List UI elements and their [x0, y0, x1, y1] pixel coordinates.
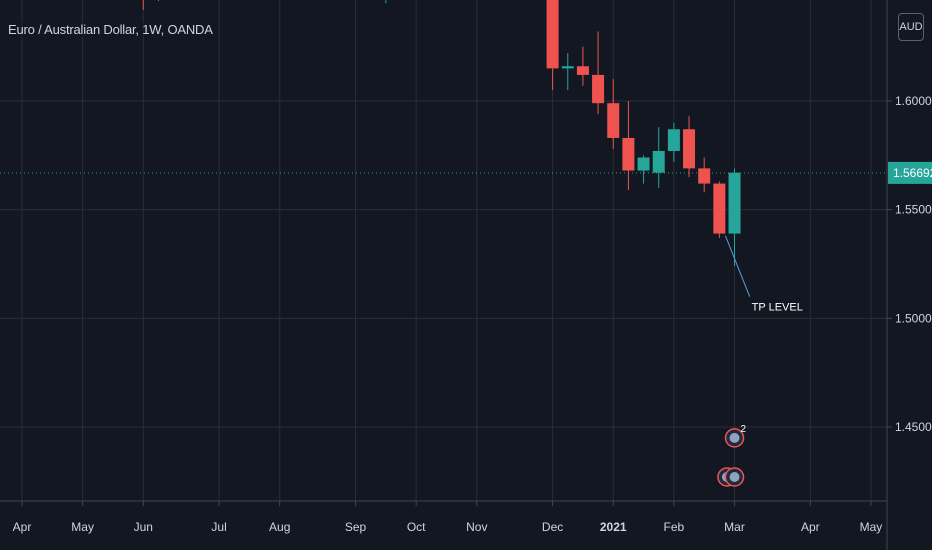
candle-body	[637, 157, 650, 171]
chart-markers[interactable]: 2	[717, 424, 747, 487]
price-badge-label: 1.56692	[893, 166, 932, 180]
annotation-line[interactable]	[724, 235, 751, 297]
candle-body	[728, 172, 741, 234]
candle-up[interactable]	[667, 122, 680, 162]
x-tick-label: Feb	[664, 520, 685, 534]
annotation-label[interactable]: TP LEVEL	[752, 302, 803, 314]
tp-annotation[interactable]: TP LEVEL	[724, 235, 803, 314]
y-tick-label: 1.50000	[895, 311, 932, 325]
x-tick-label: Sep	[345, 520, 367, 534]
candle-down[interactable]	[576, 46, 589, 86]
candle-up[interactable]	[728, 168, 741, 267]
x-tick-label: Aug	[269, 520, 290, 534]
x-tick-label: 2021	[600, 520, 627, 534]
candle-body	[652, 150, 665, 173]
candle-body	[713, 183, 726, 234]
candle-body	[667, 129, 680, 151]
x-tick-label: Oct	[407, 520, 426, 534]
candle-down[interactable]	[607, 79, 620, 149]
idea-marker[interactable]: 2	[724, 424, 747, 448]
candle-down[interactable]	[622, 101, 635, 191]
x-tick-label: Jul	[211, 520, 226, 534]
candle-body	[561, 66, 574, 69]
candle-body	[683, 129, 696, 169]
candle-up[interactable]	[652, 127, 665, 188]
price-badge-bg	[888, 161, 932, 184]
x-tick-label: May	[71, 520, 94, 534]
candle-body	[592, 74, 605, 104]
marker-avatar-icon	[729, 471, 740, 482]
x-tick-label: Apr	[13, 520, 32, 534]
candle-body	[576, 66, 589, 75]
y-tick-label: 1.55000	[895, 203, 932, 217]
idea-marker[interactable]	[724, 467, 745, 487]
x-tick-label: Apr	[801, 520, 820, 534]
candle-body	[698, 168, 711, 184]
candle-down[interactable]	[698, 157, 711, 193]
y-tick-label: 1.45000	[895, 420, 932, 434]
candle-down[interactable]	[546, 0, 559, 91]
candles	[137, 0, 741, 267]
x-tick-label: May	[860, 520, 883, 534]
x-tick-label: Nov	[466, 520, 487, 534]
candle-body	[622, 137, 635, 171]
candle-down[interactable]	[713, 181, 726, 238]
symbol-title: Euro / Australian Dollar, 1W, OANDA	[6, 22, 215, 37]
time-axis[interactable]: Apr May Jun Jul Aug Sep Oct Nov Dec 2021 Feb Mar Apr…	[13, 501, 883, 534]
candle-up[interactable]	[152, 0, 164, 2]
candle-up[interactable]	[380, 0, 392, 4]
price-axis[interactable]: 1.60000 1.55000 1.50000 1.45000 1.56692	[887, 94, 932, 434]
candle-down[interactable]	[137, 0, 149, 10]
candle-body	[546, 0, 559, 69]
y-tick-label: 1.60000	[895, 94, 932, 108]
x-tick-label: Dec	[542, 520, 563, 534]
current-price-badge[interactable]: 1.56692	[888, 161, 932, 184]
grid-lines	[0, 0, 887, 501]
candle-down[interactable]	[683, 116, 696, 178]
x-tick-label: Jun	[134, 520, 153, 534]
candle-body	[607, 103, 620, 138]
currency-badge[interactable]: AUD	[898, 13, 924, 41]
candle-up[interactable]	[561, 53, 574, 91]
candle-up[interactable]	[637, 155, 650, 184]
marker-avatar-icon	[729, 432, 740, 443]
candle-down[interactable]	[592, 31, 605, 115]
x-tick-label: Mar	[724, 520, 745, 534]
marker-badge: 2	[741, 424, 747, 435]
